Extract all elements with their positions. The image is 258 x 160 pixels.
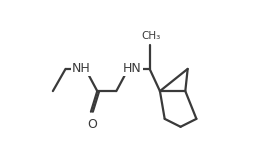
Text: CH₃: CH₃ bbox=[141, 31, 160, 41]
Text: HN: HN bbox=[123, 62, 142, 75]
Text: NH: NH bbox=[72, 62, 91, 75]
Text: O: O bbox=[87, 118, 97, 131]
